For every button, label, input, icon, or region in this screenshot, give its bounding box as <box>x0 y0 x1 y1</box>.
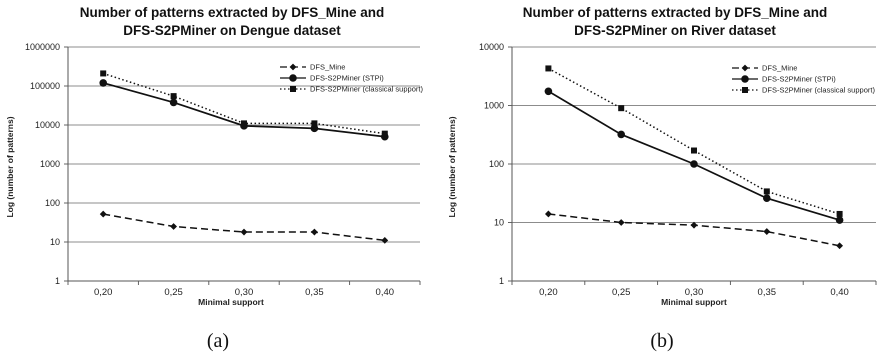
x-tick-label: 0,25 <box>164 287 183 298</box>
y-tick-label: 10 <box>50 237 60 247</box>
point-marker <box>99 210 107 218</box>
point-marker <box>381 130 388 137</box>
series <box>544 87 844 224</box>
x-tick-label: 0,40 <box>830 287 849 298</box>
point-marker <box>763 194 771 203</box>
point-marker <box>741 75 749 83</box>
point-marker <box>763 228 771 235</box>
point-marker <box>241 120 247 127</box>
y-tick-label: 1000000 <box>25 42 60 52</box>
point-marker <box>691 147 697 154</box>
legend: DFS_Mine DFS-S2PMiner (STPi) DFS-S2PMiner … <box>280 63 423 94</box>
chart-title-line-2: DFS-S2PMiner on River dataset <box>574 23 776 38</box>
x-tick-label: 0,20 <box>539 287 558 298</box>
point-marker <box>240 228 248 236</box>
series <box>545 210 843 250</box>
legend-label: DFS-S2PMiner (STPi) <box>310 74 384 83</box>
point-marker <box>169 98 178 107</box>
legend-label: DFS-S2PMiner (classical support) <box>762 86 875 95</box>
point-marker <box>742 87 748 93</box>
chart-dengue: Number of patterns extracted by DFS_Mine… <box>5 5 423 352</box>
legend-label: DFS_Mine <box>762 64 797 73</box>
y-tick-label: 1000 <box>40 159 60 169</box>
point-marker <box>170 223 177 230</box>
series-line <box>548 213 840 247</box>
y-tick-label: 1 <box>499 276 504 286</box>
point-marker <box>690 221 698 229</box>
chart-title-line-1: Number of patterns extracted by DFS_Mine… <box>523 5 828 20</box>
y-tick-label: 100000 <box>30 81 60 91</box>
legend-label: DFS-S2PMiner (classical support) <box>310 85 423 94</box>
x-axis-label: Minimal support <box>198 297 264 307</box>
x-tick-label: 0,40 <box>376 287 395 298</box>
chart-title-line-2: DFS-S2PMiner on Dengue dataset <box>123 23 341 38</box>
x-tick-label: 0,30 <box>685 287 704 298</box>
point-marker <box>690 160 698 168</box>
point-marker <box>836 210 843 217</box>
series <box>545 65 843 217</box>
point-marker <box>289 63 297 71</box>
legend: DFS_Mine DFS-S2PMiner (STPi) DFS-S2PMiner … <box>732 64 875 95</box>
x-tick-label: 0,35 <box>758 287 777 298</box>
x-tick-label: 0,25 <box>612 287 631 298</box>
y-tick-label: 100 <box>45 198 60 208</box>
series-line <box>548 67 840 215</box>
point-marker <box>289 74 297 82</box>
y-tick-label: 10 <box>494 218 504 228</box>
point-marker <box>617 219 625 226</box>
x-tick-label: 0,30 <box>235 287 254 298</box>
series <box>100 70 388 137</box>
legend-entry: DFS_Mine <box>280 63 345 72</box>
legend-entry: DFS-S2PMiner (classical support) <box>732 86 875 95</box>
y-tick-label: 100 <box>489 159 504 169</box>
point-marker <box>836 242 843 250</box>
legend-entry: DFS-S2PMiner (STPi) <box>280 74 384 83</box>
subfigure-caption: (b) <box>650 330 673 352</box>
point-marker <box>311 120 318 127</box>
x-tick-label: 0,20 <box>94 287 113 298</box>
legend-entry: DFS_Mine <box>732 64 797 73</box>
point-marker <box>381 236 389 244</box>
legend-label: DFS-S2PMiner (STPi) <box>762 75 836 84</box>
point-marker <box>741 64 749 72</box>
point-marker <box>290 86 296 92</box>
legend-label: DFS_Mine <box>310 63 345 72</box>
point-marker <box>100 70 107 77</box>
y-tick-label: 1 <box>55 276 60 286</box>
legend-entry: DFS-S2PMiner (classical support) <box>280 85 423 94</box>
x-axis-label: Minimal support <box>661 297 727 307</box>
point-marker <box>310 124 319 133</box>
point-marker <box>544 87 553 96</box>
x-tick-label: 0,35 <box>305 287 324 298</box>
point-marker <box>618 105 625 112</box>
series-line <box>103 213 385 242</box>
point-marker <box>311 228 318 236</box>
point-marker <box>763 188 770 195</box>
series <box>99 210 389 244</box>
plot-area: 1 10 100 1000 10000 100000 1000000 0,20 0,25 0,30… <box>25 42 423 298</box>
chart-river: Number of patterns extracted by DFS_Mine… <box>447 5 877 352</box>
point-marker <box>835 216 844 224</box>
y-axis-label: Log (number of patterns) <box>447 116 457 217</box>
plot-area: 1 10 100 1000 10000 0,20 0,25 0,30 0,35 0,40 DFS_M… <box>479 42 877 298</box>
y-axis-label: Log (number of patterns) <box>5 116 15 217</box>
y-tick-label: 10000 <box>479 42 504 52</box>
point-marker <box>617 130 625 139</box>
subfigure-caption: (a) <box>207 330 229 352</box>
point-marker <box>545 65 552 72</box>
y-tick-label: 1000 <box>484 101 504 111</box>
point-marker <box>99 79 107 87</box>
point-marker <box>545 210 552 218</box>
y-tick-label: 10000 <box>35 120 60 130</box>
point-marker <box>170 93 177 100</box>
legend-entry: DFS-S2PMiner (STPi) <box>732 75 836 84</box>
chart-title-line-1: Number of patterns extracted by DFS_Mine… <box>80 5 385 20</box>
